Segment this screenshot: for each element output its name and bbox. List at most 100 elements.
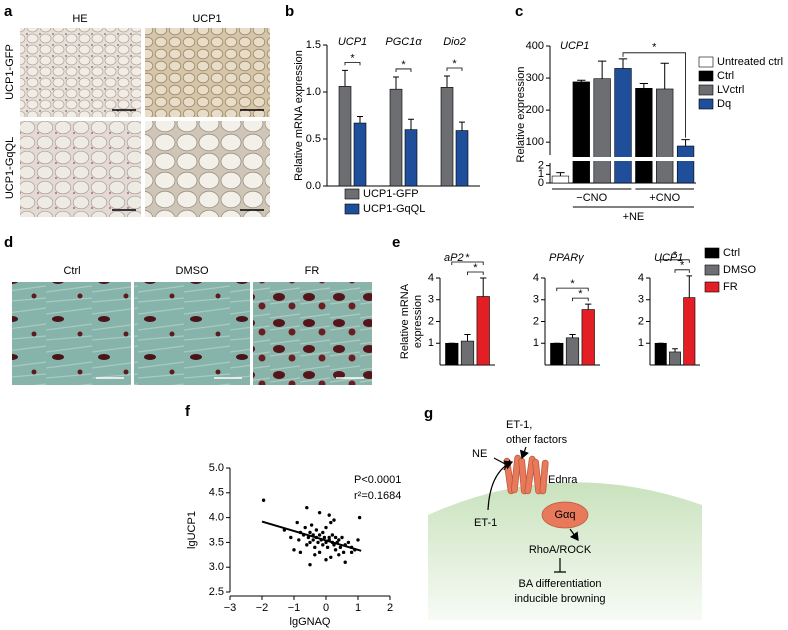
y-tick-label: 1.0 [306,86,321,98]
row-label: UCP1-GqQL [4,137,16,199]
micrograph [134,282,250,385]
legend-label: UCP1-GqQL [363,203,425,215]
point [305,543,309,547]
column-label: UCP1 [192,13,221,25]
bar [572,81,590,184]
point [330,533,335,537]
cell-membrane [428,482,702,620]
panel-label: e [392,234,400,251]
bar [565,337,580,366]
y-tick-label: 4.0 [209,512,224,524]
legend-label: LVctrl [717,84,744,96]
legend-swatch [704,247,720,259]
bar [476,296,490,366]
y-tick-label: 2 [428,315,434,327]
point [308,530,312,535]
significance-label: * [578,288,583,300]
point [356,538,360,542]
point [308,540,312,545]
point [321,543,325,547]
bar [635,88,653,184]
y-tick-label: 2 [533,315,539,327]
bar [338,86,352,187]
point [308,563,312,567]
bar [440,87,454,187]
significance-label: * [652,42,657,54]
bar [404,129,418,187]
point [317,533,322,537]
point [324,525,328,530]
receptor [503,454,589,529]
chart-title: aP2 [444,252,464,264]
chart-title: UCP1 [654,252,683,264]
y-tick-label: 2.5 [209,586,224,598]
y-tick-label: 1 [533,337,539,349]
point [329,520,333,525]
bar [614,68,632,184]
point [316,540,320,545]
error-bar [357,115,363,124]
legend-label: DMSO [723,264,756,276]
legend-swatch [698,56,714,68]
x-tick-label: 0 [323,602,329,614]
point [327,513,331,517]
legend-label: Ctrl [723,247,740,259]
significance-bracket [395,68,412,72]
micrograph [145,121,270,217]
legend-label: Ctrl [717,70,734,82]
error-bar [660,62,669,89]
significance-bracket [556,287,589,292]
y-axis-label: lgUCP1 [186,511,198,549]
significance-bracket [660,259,690,263]
category-label: PGC1α [385,36,422,48]
error-bar [585,303,592,310]
y-tick-label: 0 [538,177,544,189]
category-label: Dio2 [443,36,466,48]
point [305,505,309,510]
legend-swatch [704,281,720,293]
significance-bracket [674,269,690,273]
legend-label: UCP1-GFP [363,188,419,200]
point [303,525,307,530]
point [340,535,344,540]
significance-label: * [473,262,478,274]
point [261,498,266,502]
receptor-label: Ednra [548,474,578,486]
point [341,550,346,555]
category-label: +CNO [649,192,680,204]
ne-label: NE [472,448,487,460]
significance-label: * [452,58,457,70]
x-tick-label: 1 [355,602,361,614]
image-label: DMSO [176,265,209,277]
y-tick-label: 0.0 [306,180,321,192]
point [295,520,299,525]
x-axis-label: lgGNAQ [290,616,331,628]
bar [656,88,674,184]
panel-label: f [185,403,191,420]
significance-bracket [451,261,484,265]
bar [593,78,611,184]
category-label: UCP1 [338,36,367,48]
error-bar [686,275,693,298]
point [321,530,325,535]
point [337,553,341,557]
significance-bracket [622,52,686,138]
micrograph [253,282,372,385]
micrograph [20,28,141,117]
point [313,553,317,557]
point [343,560,347,564]
point [332,518,336,522]
y-tick-label: 5.0 [209,462,224,474]
chart-title: PPARγ [549,252,585,264]
arrows [487,446,579,573]
point [292,548,296,552]
y-tick-label: 1 [538,168,544,180]
effector-label: RhoA/ROCK [529,544,592,556]
fit-line [261,520,362,552]
y-tick-label: 4 [533,272,539,284]
point [325,545,330,550]
point [333,548,338,552]
y-tick-label: 1.5 [306,39,321,51]
g-protein-label: Gαq [554,509,575,521]
bar [389,88,403,187]
